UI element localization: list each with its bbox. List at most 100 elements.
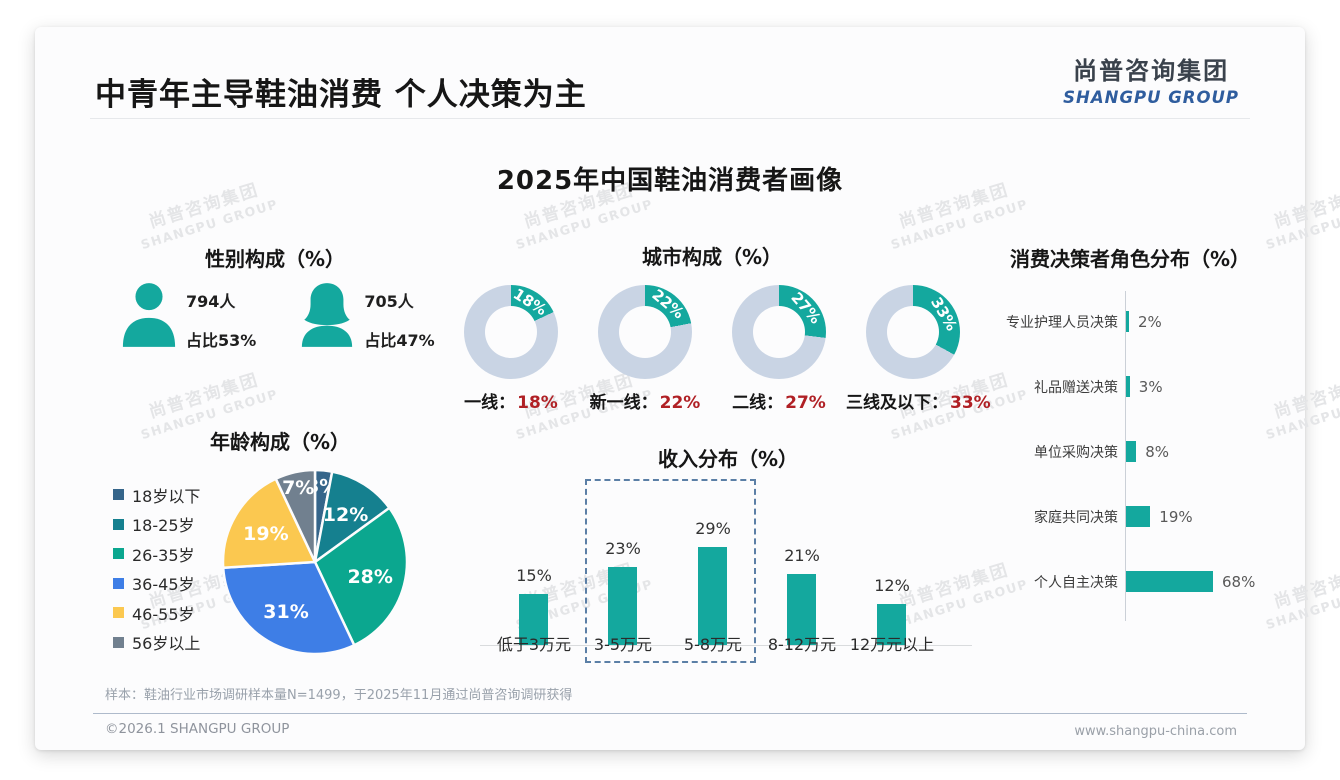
pie-slice-label: 7% [282, 477, 314, 499]
decision-bar-zone: 3% [1126, 376, 1310, 397]
donut-value-label: 18% [510, 284, 551, 319]
income-axis-line [480, 645, 972, 646]
decision-row: 专业护理人员决策 2% [1000, 289, 1310, 354]
pie-slice-label: 28% [347, 566, 392, 588]
watermark-line1: 尚普咨询集团 [146, 370, 262, 423]
decision-row: 单位采购决策 8% [1000, 419, 1310, 484]
legend-item: 18-25岁 [113, 510, 200, 540]
city-name: 三线及以下： [846, 393, 948, 413]
income-bar [787, 574, 816, 645]
city-value: 22% [659, 393, 701, 413]
decision-bar [1126, 441, 1137, 462]
decision-category-label: 礼品赠送决策 [1034, 379, 1118, 396]
city-value: 18% [517, 393, 558, 413]
decision-chart: 专业护理人员决策 2% 礼品赠送决策 3% 单位采购决策 8% 家庭共同决策 19% 个人自主决… [1000, 289, 1310, 621]
income-value-label: 12% [874, 576, 910, 596]
male-stat-group: 794人 占比53% [120, 281, 256, 351]
legend-label: 46-55岁 [132, 604, 195, 624]
city-section-title: 城市构成（%） [641, 245, 783, 269]
city-donut-cell: 22% 新一线： 22% [578, 285, 712, 413]
legend-swatch [113, 548, 124, 560]
age-legend: 18岁以下 18-25岁 26-35岁 36-45岁 46-55岁 56岁以上 [113, 480, 200, 657]
pie-slice [221, 560, 356, 656]
income-value-label: 15% [516, 566, 552, 586]
gender-section-title: 性别构成（%） [204, 247, 346, 271]
age-section: 年龄构成（%） 18岁以下 18-25岁 26-35岁 36-45岁 46-55岁 56岁… [110, 430, 450, 656]
income-section: 收入分布（%） 15% 低于3万元 23% 3-5万元 29% 5-8万元 21% 8-12万… [460, 447, 996, 663]
decision-bar [1126, 506, 1151, 527]
main-title: 中青年主导鞋油消费 个人决策为主 [95, 77, 587, 113]
donut-chart: 18% [464, 284, 558, 379]
decision-bar [1126, 376, 1130, 397]
decision-bar-zone: 19% [1126, 506, 1310, 527]
decision-bar-zone: 8% [1126, 441, 1310, 462]
male-icon [122, 283, 176, 347]
legend-swatch [113, 577, 124, 589]
decision-row: 家庭共同决策 19% [1000, 484, 1310, 549]
male-stat-text: 794人 占比53% [186, 281, 256, 351]
decision-value-label: 68% [1222, 572, 1256, 591]
decision-value-label: 3% [1138, 377, 1163, 396]
male-share: 占比53% [186, 331, 257, 350]
income-bar [877, 604, 906, 645]
city-value: 33% [950, 393, 991, 413]
age-pie-chart: 3%12%28%31%19%7% [221, 468, 409, 656]
income-column: 15% 低于3万元 [489, 479, 579, 709]
legend-item: 26-35岁 [113, 539, 200, 569]
income-bar [519, 594, 548, 645]
slide-card: 尚普咨询集团 SHANGPU GROUP 尚普咨询集团 SHANGPU GROUP 尚普… [35, 27, 1340, 750]
decision-category-label: 家庭共同决策 [1034, 509, 1118, 526]
decision-section-title: 消费决策者角色分布（%） [1010, 247, 1251, 271]
city-donut-cell: 33% 三线及以下： 33% [846, 285, 991, 413]
female-stat-text: 705人 占比47% [364, 281, 434, 351]
copyright-text: ©2026.1 SHANGPU GROUP [105, 721, 290, 737]
city-name: 新一线： [589, 393, 658, 413]
donut-chart: 33% [866, 285, 961, 379]
legend-item: 36-45岁 [113, 569, 200, 599]
legend-swatch [113, 607, 124, 619]
decision-value-label: 8% [1145, 442, 1169, 461]
income-category-label: 8-12万元 [767, 635, 837, 654]
income-chart: 15% 低于3万元 23% 3-5万元 29% 5-8万元 21% 8-12万元 12% 12万元… [460, 479, 996, 709]
footer-divider [93, 713, 1247, 714]
pie-slice [274, 468, 317, 564]
header-divider [90, 118, 1250, 119]
city-label: 三线及以下： 33% [846, 388, 991, 413]
donut-chart: 27% [732, 285, 826, 379]
income-section-title: 收入分布（%） [657, 447, 799, 471]
female-icon [302, 283, 353, 347]
city-value: 27% [785, 393, 826, 413]
logo-en-text: SHANGPU GROUP [1063, 88, 1239, 107]
watermark-line2: SHANGPU GROUP [138, 196, 280, 253]
income-column: 29% 5-8万元 [668, 479, 758, 709]
donut-value-label: 33% [927, 293, 961, 334]
legend-label: 56岁以上 [132, 634, 201, 654]
pie-slice [221, 477, 317, 570]
income-category-label: 5-8万元 [683, 635, 743, 654]
logo-cn-text: 尚普咨询集团 [1073, 57, 1230, 85]
income-category-label: 3-5万元 [593, 635, 653, 654]
legend-swatch [113, 489, 124, 501]
income-value-label: 21% [784, 546, 820, 566]
legend-label: 36-45岁 [132, 575, 195, 595]
male-count: 794人 [186, 292, 236, 311]
legend-label: 26-35岁 [132, 545, 195, 565]
pie-slice-label: 19% [243, 523, 288, 545]
city-donut-cell: 27% 二线： 27% [712, 285, 846, 413]
city-label: 一线： 18% [444, 388, 578, 413]
pie-slice [313, 470, 391, 564]
website-text: www.shangpu-china.com [1074, 724, 1237, 739]
decision-bar [1126, 571, 1213, 592]
decision-category-label: 单位采购决策 [1034, 444, 1118, 461]
highlight-dashed-box [585, 479, 756, 663]
city-section: 城市构成（%） 18% 一线： 18% 22% 新一线： 22% 27% 二线： 27% 33% 三… [444, 245, 991, 413]
female-stat-group: 705人 占比47% [298, 281, 435, 351]
sample-footnote: 样本：鞋油行业市场调研样本量N=1499，于2025年11月通过尚普咨询调研获得 [105, 688, 573, 703]
legend-swatch [113, 518, 124, 530]
city-name: 二线： [732, 393, 784, 413]
income-column: 12% 12万元以上 [847, 479, 937, 709]
decision-section: 消费决策者角色分布（%） 专业护理人员决策 2% 礼品赠送决策 3% 单位采购决策 8% 家… [1000, 243, 1310, 621]
city-name: 一线： [464, 393, 516, 413]
decision-value-label: 19% [1159, 507, 1193, 526]
donut-chart: 22% [598, 285, 692, 379]
